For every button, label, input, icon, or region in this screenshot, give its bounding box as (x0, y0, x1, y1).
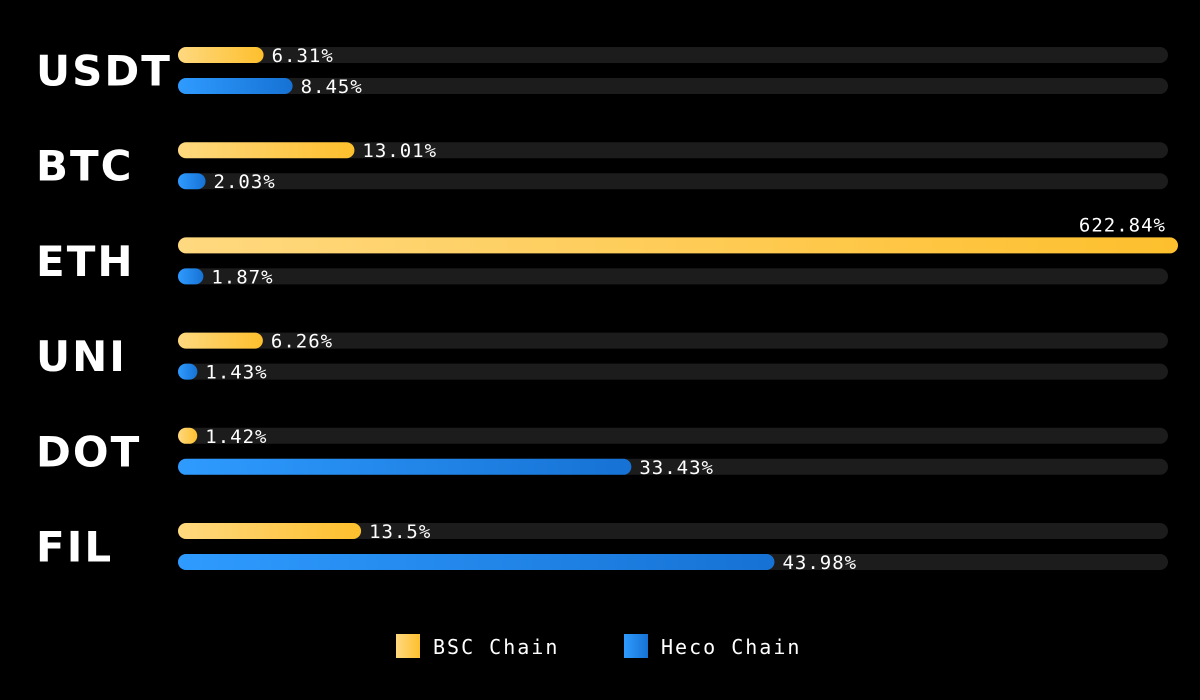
value-label-dot-bsc: 1.42% (205, 426, 267, 448)
category-label-eth: ETH (36, 237, 135, 286)
value-label-usdt-bsc: 6.31% (272, 45, 334, 67)
bar-track-fil-bsc (178, 523, 1168, 539)
category-label-uni: UNI (36, 332, 127, 381)
category-group-dot: DOT 1.42% 33.43% (36, 426, 1168, 479)
bar-track-dot-bsc (178, 427, 1168, 444)
value-label-eth-heco: 1.87% (211, 266, 273, 288)
bar-fil-bsc (178, 523, 362, 539)
legend-swatch-bsc (396, 634, 420, 658)
value-label-btc-heco: 2.03% (214, 171, 276, 193)
category-group-fil: FIL 13.5% 43.98% (36, 521, 1168, 574)
value-label-fil-heco: 43.98% (782, 552, 857, 574)
bar-track-eth-heco (178, 268, 1168, 285)
value-label-uni-heco: 1.43% (205, 362, 267, 384)
legend-swatch-heco (624, 634, 648, 658)
bar-track-uni-heco (178, 363, 1168, 380)
category-label-btc: BTC (36, 142, 134, 191)
bar-usdt-heco (178, 78, 293, 94)
bar-uni-heco (178, 363, 198, 380)
value-label-dot-heco: 33.43% (639, 457, 714, 479)
value-label-btc-bsc: 13.01% (362, 140, 437, 162)
bar-track-btc-bsc (178, 142, 1168, 159)
bar-track-usdt-bsc (178, 47, 1168, 63)
category-group-btc: BTC 13.01% 2.03% (36, 140, 1168, 193)
bar-eth-heco (178, 268, 204, 285)
bar-track-uni-bsc (178, 332, 1168, 349)
bar-track-btc-heco (178, 173, 1168, 190)
value-label-fil-bsc: 13.5% (369, 521, 431, 543)
bar-uni-bsc (178, 332, 263, 349)
category-group-usdt: USDT 6.31% 8.45% (36, 45, 1168, 98)
value-label-usdt-heco: 8.45% (301, 76, 363, 98)
category-group-eth: ETH 622.84% 1.87% (36, 214, 1178, 288)
legend: BSC Chain Heco Chain (396, 634, 801, 659)
bar-btc-heco (178, 173, 206, 190)
category-label-dot: DOT (36, 427, 141, 476)
legend-label-bsc: BSC Chain (433, 635, 559, 659)
category-group-uni: UNI 6.26%1.43% (36, 331, 1168, 384)
legend-label-heco: Heco Chain (661, 635, 801, 659)
chart-rows: USDT 6.31% 8.45% BTC 13.01% 2.03% ETH 622.84% 1.… (36, 45, 1178, 574)
value-label-uni-bsc: 6.26% (271, 331, 333, 353)
bar-fil-heco (178, 554, 775, 570)
bar-usdt-bsc (178, 47, 264, 63)
category-label-fil: FIL (36, 523, 113, 572)
value-label-eth-bsc: 622.84% (1079, 214, 1166, 236)
bar-btc-bsc (178, 142, 355, 159)
category-label-usdt: USDT (36, 47, 172, 96)
bar-eth-bsc (178, 237, 1178, 254)
bar-dot-heco (178, 458, 632, 475)
bar-track-usdt-heco (178, 78, 1168, 94)
bar-dot-bsc (178, 427, 198, 444)
